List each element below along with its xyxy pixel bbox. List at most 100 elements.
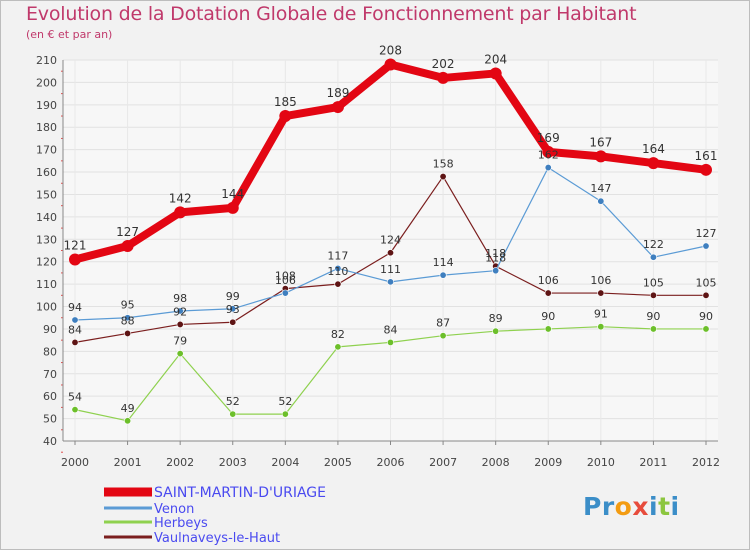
y-tick-label: 110	[36, 278, 57, 291]
legend-label: Herbeys	[154, 516, 208, 531]
x-tick-label: 2003	[219, 456, 247, 469]
data-label: 108	[275, 270, 296, 283]
data-point	[647, 157, 660, 170]
data-label: 127	[696, 227, 717, 240]
data-label: 54	[68, 391, 82, 404]
data-label: 94	[68, 301, 82, 314]
data-point	[331, 101, 344, 114]
y-tick-label: 140	[36, 211, 57, 224]
data-label: 92	[173, 305, 187, 318]
y-tick-label: 60	[43, 390, 57, 403]
data-label: 105	[696, 276, 717, 289]
data-point	[334, 280, 342, 288]
data-point	[229, 318, 237, 326]
data-point	[492, 327, 500, 335]
data-label: 52	[226, 395, 240, 408]
data-label: 114	[433, 256, 454, 269]
series-layer	[69, 58, 712, 425]
x-tick-label: 2006	[377, 456, 405, 469]
data-label: 185	[274, 95, 297, 109]
data-label: 87	[436, 317, 450, 330]
data-point	[439, 173, 447, 181]
data-point	[489, 67, 502, 80]
y-tick-label: 190	[36, 99, 57, 112]
data-point	[174, 206, 187, 219]
data-point	[649, 253, 657, 261]
data-label: 127	[116, 225, 139, 239]
data-point	[121, 240, 134, 253]
data-point	[492, 267, 500, 275]
data-point	[437, 71, 450, 84]
chart-subtitle: (en € et par an)	[26, 28, 113, 41]
logo-letter: t	[658, 492, 671, 521]
data-label: 84	[384, 323, 398, 336]
data-point	[439, 271, 447, 279]
x-tick-label: 2004	[271, 456, 299, 469]
chart-title: Evolution de la Dotation Globale de Fonc…	[26, 3, 637, 25]
data-point	[334, 264, 342, 272]
data-label: 98	[173, 292, 187, 305]
proxiti-logo: Proxiti	[583, 492, 680, 521]
y-tick-label: 40	[43, 435, 57, 448]
data-label: 161	[695, 149, 718, 163]
legend-label: SAINT-MARTIN-D'URIAGE	[154, 485, 326, 501]
data-point	[124, 417, 132, 425]
data-point	[702, 242, 710, 250]
logo-letter: o	[614, 492, 633, 521]
data-label: 89	[489, 312, 503, 325]
y-tick-label: 100	[36, 301, 57, 314]
data-point	[281, 410, 289, 418]
axes: 40 50 60 70 80 90 100 110 120 130 140 150 160 170 180 1…	[36, 54, 720, 469]
x-tick-label: 2000	[61, 456, 89, 469]
data-point	[649, 291, 657, 299]
y-tick-label: 70	[43, 368, 57, 381]
x-tick-label: 2011	[639, 456, 667, 469]
data-point	[176, 350, 184, 358]
y-tick-label: 150	[36, 188, 57, 201]
data-point	[124, 314, 132, 322]
data-labels: 121 127 142 144 185 189 208 202 204 169 167 164 161 9…	[64, 43, 718, 414]
data-point	[71, 316, 79, 324]
data-point	[542, 145, 555, 158]
data-point	[597, 289, 605, 297]
data-label: 106	[590, 274, 611, 287]
data-point	[176, 320, 184, 328]
data-label: 91	[594, 308, 608, 321]
x-tick-label: 2001	[114, 456, 142, 469]
data-label: 124	[380, 234, 401, 247]
data-point	[702, 325, 710, 333]
data-label: 208	[379, 43, 402, 57]
data-point	[439, 332, 447, 340]
data-label: 204	[484, 52, 507, 66]
data-label: 117	[327, 249, 348, 262]
data-point	[700, 163, 712, 176]
x-tick-label: 2010	[587, 456, 615, 469]
data-label: 147	[590, 182, 611, 195]
data-point	[649, 325, 657, 333]
data-label: 93	[226, 303, 240, 316]
y-tick-label: 120	[36, 256, 57, 269]
data-label: 158	[433, 158, 454, 171]
logo-letter: i	[670, 492, 680, 521]
data-label: 121	[64, 238, 87, 252]
y-tick-label: 200	[36, 76, 57, 89]
y-tick-label: 90	[43, 323, 57, 336]
data-label: 162	[538, 149, 559, 162]
data-label: 106	[538, 274, 559, 287]
data-point	[281, 289, 289, 297]
x-tick-label: 2005	[324, 456, 352, 469]
x-tick-label: 2007	[429, 456, 457, 469]
y-tick-label: 180	[36, 121, 57, 134]
data-label: 95	[121, 299, 135, 312]
data-point	[702, 291, 710, 299]
y-tick-label: 160	[36, 166, 57, 179]
data-point	[386, 249, 394, 257]
data-point	[71, 406, 79, 414]
data-point	[594, 150, 607, 163]
data-point	[176, 307, 184, 315]
data-label: 110	[327, 265, 348, 278]
data-label: 90	[646, 310, 660, 323]
data-point	[386, 278, 394, 286]
data-label: 99	[226, 290, 240, 303]
